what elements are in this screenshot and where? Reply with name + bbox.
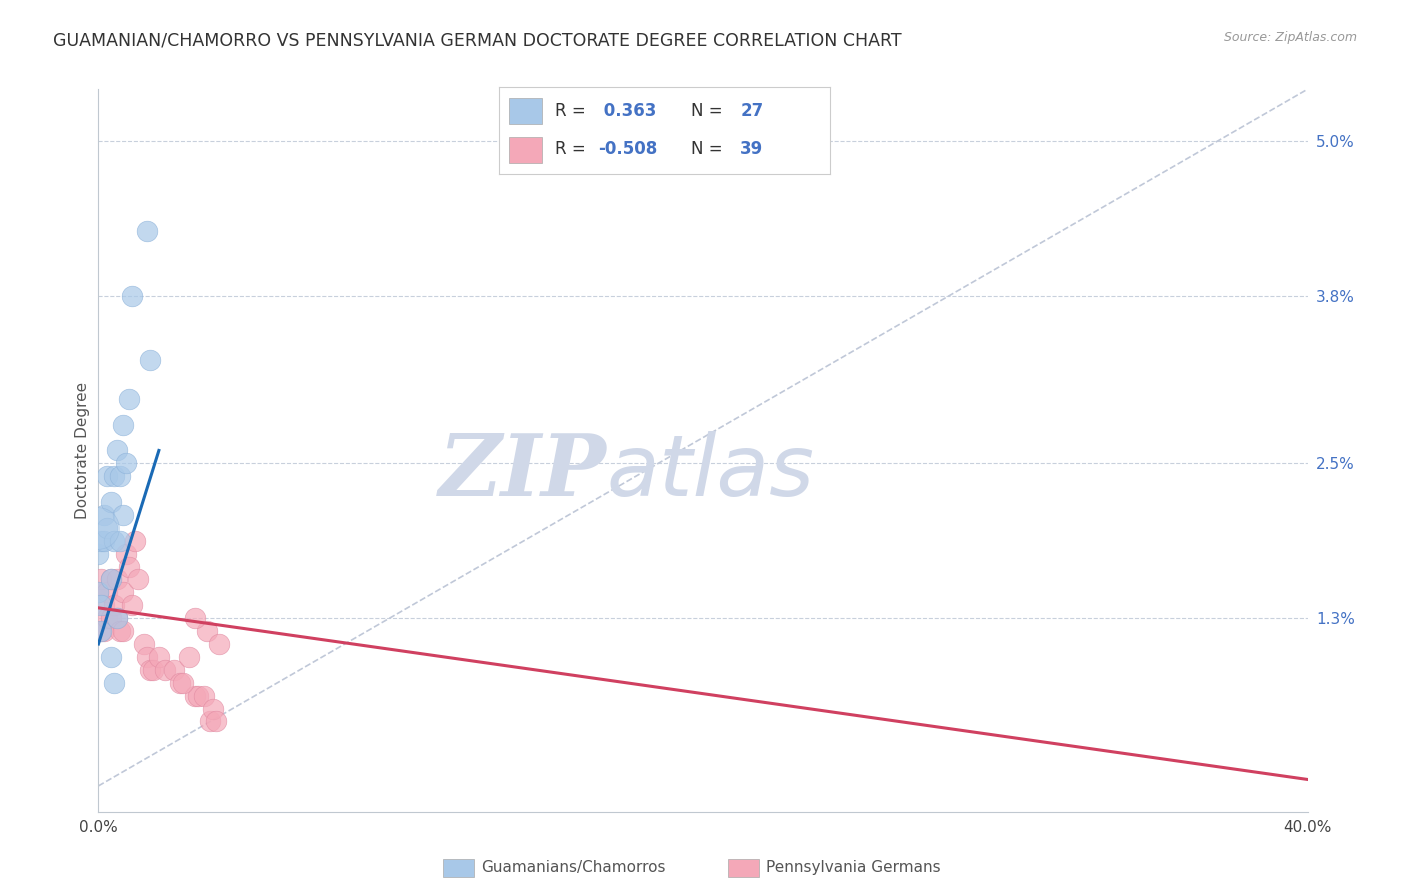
Text: N =: N = (690, 102, 728, 120)
Point (111, 624, 134, 639)
Point (114, 456, 136, 470)
Point (135, 224, 157, 238)
Bar (509, 98, 543, 124)
Point (103, 675, 125, 690)
Point (184, 689, 207, 703)
Bar (509, 137, 543, 163)
Point (100, 573, 122, 587)
Point (179, 649, 201, 664)
Point (184, 611, 207, 625)
Text: ZIP: ZIP (439, 430, 606, 514)
Point (87, 585, 110, 599)
Point (111, 417, 134, 432)
Point (114, 547, 136, 561)
Point (153, 663, 176, 677)
Point (195, 624, 218, 639)
Point (111, 508, 134, 522)
Point (87, 547, 110, 561)
Point (139, 663, 162, 677)
Point (163, 663, 186, 677)
Point (139, 353, 162, 368)
Point (100, 649, 122, 664)
Point (100, 611, 122, 625)
Text: Source: ZipAtlas.com: Source: ZipAtlas.com (1223, 31, 1357, 45)
Point (93, 599, 115, 613)
Point (96, 611, 118, 625)
Text: R =: R = (555, 140, 592, 159)
Text: N =: N = (690, 140, 728, 159)
Point (96, 469, 118, 483)
Point (105, 611, 128, 625)
Point (205, 714, 228, 729)
Point (100, 573, 122, 587)
Point (90, 624, 112, 639)
Text: Guamanians/Chamorros: Guamanians/Chamorros (481, 861, 665, 875)
Point (202, 701, 225, 715)
Point (124, 533, 146, 548)
Point (127, 573, 149, 587)
Point (90, 624, 112, 639)
Y-axis label: Doctorate Degree: Doctorate Degree (75, 382, 90, 519)
Point (193, 689, 215, 703)
Text: Pennsylvania Germans: Pennsylvania Germans (766, 861, 941, 875)
Point (105, 573, 128, 587)
Text: 0.363: 0.363 (599, 102, 657, 120)
Text: -0.508: -0.508 (599, 140, 658, 159)
Point (90, 533, 112, 548)
Point (93, 508, 115, 522)
Point (90, 599, 112, 613)
Point (103, 599, 125, 613)
Point (121, 599, 143, 613)
Text: R =: R = (555, 102, 592, 120)
Point (200, 714, 222, 729)
Point (105, 443, 128, 458)
Point (187, 689, 209, 703)
Text: GUAMANIAN/CHAMORRO VS PENNSYLVANIA GERMAN DOCTORATE DEGREE CORRELATION CHART: GUAMANIAN/CHAMORRO VS PENNSYLVANIA GERMA… (53, 31, 903, 49)
Point (103, 469, 125, 483)
Point (93, 533, 115, 548)
Point (96, 521, 118, 535)
Point (208, 637, 231, 651)
Text: 27: 27 (741, 102, 763, 120)
Point (108, 469, 131, 483)
Point (105, 611, 128, 625)
Point (108, 533, 131, 548)
Text: 39: 39 (741, 140, 763, 159)
Point (132, 637, 155, 651)
Point (100, 495, 122, 509)
Text: atlas: atlas (606, 431, 814, 514)
Point (121, 288, 143, 302)
Point (103, 533, 125, 548)
Point (169, 675, 191, 690)
Point (96, 585, 118, 599)
Point (135, 649, 157, 664)
Point (142, 663, 165, 677)
Point (93, 624, 115, 639)
Point (172, 675, 194, 690)
Point (118, 392, 141, 406)
Point (118, 559, 141, 574)
Point (108, 624, 131, 639)
Point (87, 585, 110, 599)
Point (111, 585, 134, 599)
Point (148, 649, 170, 664)
Point (87, 521, 110, 535)
Point (90, 573, 112, 587)
